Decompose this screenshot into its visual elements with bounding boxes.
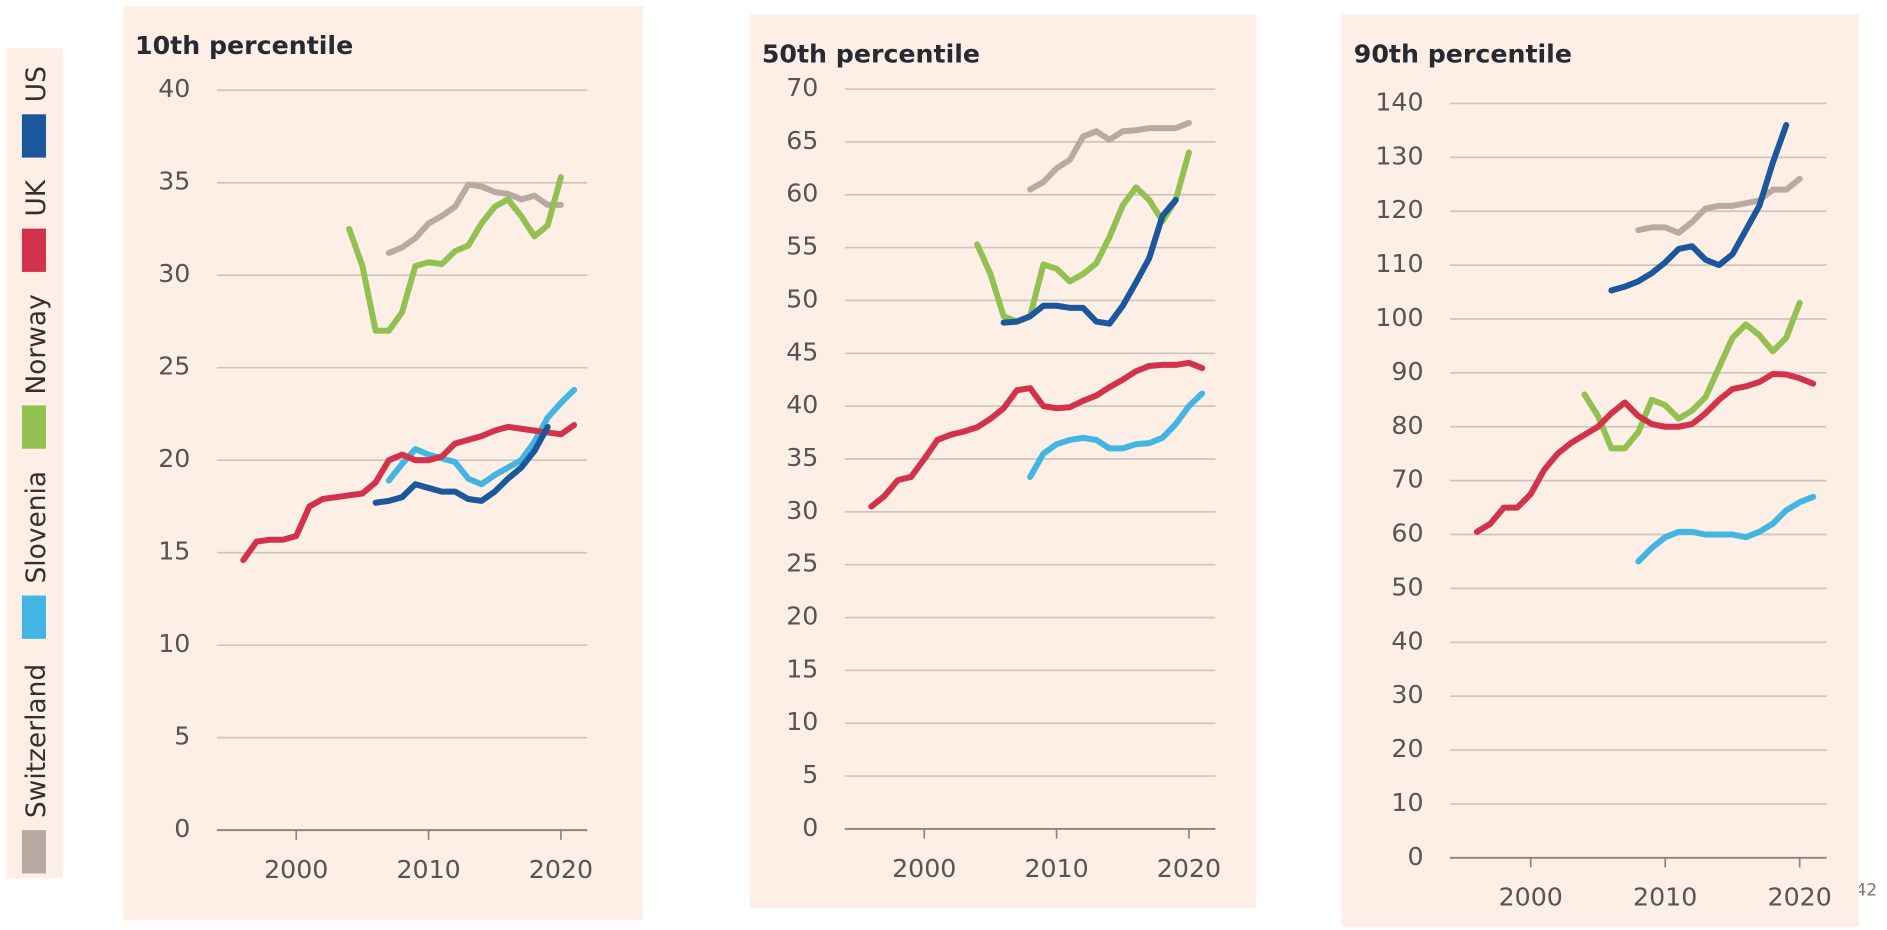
chart-title: 50th percentile	[762, 39, 980, 68]
x-tick-label: 2010	[1633, 883, 1697, 912]
y-tick-label: 25	[786, 549, 818, 578]
series-line	[1635, 493, 1817, 565]
legend-label: Norway	[21, 294, 52, 394]
y-tick-label: 40	[786, 390, 818, 419]
y-tick-label: 10	[1391, 788, 1423, 817]
y-tick-label: 25	[158, 352, 190, 381]
y-tick-label: 80	[1391, 411, 1423, 440]
x-tick-label: 2000	[892, 854, 956, 883]
series-line	[385, 181, 564, 257]
y-tick-label: 110	[1375, 249, 1423, 278]
x-tick-label: 2010	[1024, 854, 1088, 883]
series-line	[346, 174, 564, 334]
y-tick-label: 20	[158, 444, 190, 473]
legend-swatch	[21, 595, 46, 639]
series-line	[385, 386, 578, 488]
y-tick-label: 20	[786, 602, 818, 631]
y-tick-label: 45	[786, 337, 818, 366]
y-tick-label: 60	[786, 179, 818, 208]
y-tick-label: 30	[158, 259, 190, 288]
series-line	[868, 359, 1206, 510]
y-tick-label: 15	[786, 654, 818, 683]
y-tick-label: 30	[786, 496, 818, 525]
y-tick-label: 35	[786, 443, 818, 472]
legend-label: Switzerland	[21, 664, 52, 818]
series-line	[1027, 119, 1192, 193]
y-tick-label: 0	[802, 813, 818, 842]
y-tick-label: 140	[1375, 87, 1423, 116]
panel	[122, 6, 643, 921]
y-tick-label: 100	[1375, 303, 1423, 332]
x-tick-label: 2000	[1499, 883, 1563, 912]
y-tick-label: 10	[158, 629, 190, 658]
series-line	[1608, 122, 1790, 294]
y-tick-label: 130	[1375, 141, 1423, 170]
series-line	[1473, 370, 1817, 535]
y-tick-label: 35	[158, 167, 190, 196]
x-tick-label: 2020	[529, 855, 593, 884]
legend-box	[6, 48, 63, 879]
x-tick-label: 2010	[396, 855, 460, 884]
page-number: 42	[1856, 879, 1877, 899]
chart-title: 90th percentile	[1354, 39, 1572, 68]
legend-label: Slovenia	[21, 471, 52, 584]
legend-swatch	[21, 830, 46, 874]
y-tick-label: 70	[1391, 465, 1423, 494]
y-tick-label: 50	[1391, 572, 1423, 601]
y-tick-label: 15	[158, 537, 190, 566]
y-tick-label: 0	[1407, 842, 1423, 871]
y-tick-label: 90	[1391, 357, 1423, 386]
y-tick-label: 5	[174, 722, 190, 751]
legend-swatch	[21, 114, 46, 158]
legend-label: US	[21, 66, 52, 102]
legend-swatch	[21, 228, 46, 272]
y-tick-label: 65	[786, 126, 818, 155]
legend-swatch	[21, 405, 46, 449]
series-line	[372, 423, 551, 506]
legend-label: UK	[21, 179, 52, 216]
y-tick-label: 120	[1375, 195, 1423, 224]
series-line	[1000, 197, 1179, 327]
y-tick-label: 5	[802, 760, 818, 789]
y-tick-label: 10	[786, 707, 818, 736]
chart-title: 10th percentile	[135, 31, 353, 60]
y-tick-label: 55	[786, 232, 818, 261]
y-tick-label: 50	[786, 284, 818, 313]
y-tick-label: 70	[786, 73, 818, 102]
y-tick-label: 40	[158, 74, 190, 103]
y-tick-label: 60	[1391, 519, 1423, 548]
y-tick-label: 30	[1391, 680, 1423, 709]
series-line	[1635, 175, 1803, 236]
series-line	[1027, 390, 1206, 480]
panel	[749, 14, 1257, 909]
x-tick-label: 2020	[1157, 854, 1221, 883]
y-tick-label: 20	[1391, 734, 1423, 763]
x-tick-label: 2020	[1768, 883, 1832, 912]
y-tick-label: 0	[174, 814, 190, 843]
y-tick-label: 40	[1391, 626, 1423, 655]
x-tick-label: 2000	[264, 855, 328, 884]
series-line	[1581, 299, 1803, 452]
series-line	[240, 422, 578, 564]
